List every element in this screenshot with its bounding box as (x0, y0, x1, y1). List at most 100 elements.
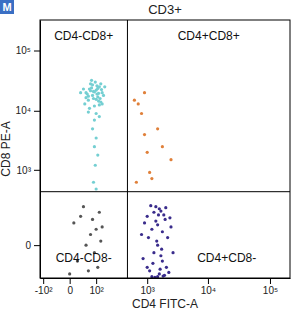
point (96, 87, 99, 90)
point (171, 251, 174, 254)
point (161, 259, 164, 262)
y-axis: 0 10³ 10⁴ 10⁵ (16, 21, 41, 279)
point (93, 90, 96, 93)
x-tick: 10³ (140, 278, 155, 296)
point (100, 88, 103, 91)
point (87, 111, 90, 114)
x-tick-mark (43, 278, 44, 284)
panel-label-box (0, 0, 14, 14)
point (101, 91, 104, 94)
point (98, 211, 101, 214)
point (101, 225, 104, 228)
x-tick-mark (96, 278, 97, 284)
x-tick-label: 10⁵ (263, 285, 278, 296)
point (83, 102, 86, 105)
x-axis-line (41, 278, 291, 279)
x-tick-mark (208, 278, 209, 284)
point (84, 96, 87, 99)
x-tick-label: 10⁴ (201, 285, 216, 296)
y-tick-mark (34, 245, 40, 246)
x-axis-title: CD4 FITC-A (132, 297, 198, 311)
x-tick-mark (147, 278, 148, 284)
point (169, 158, 172, 161)
y-tick-label: 10³ (17, 165, 32, 176)
point (92, 90, 95, 93)
point (154, 219, 157, 222)
point (133, 99, 136, 102)
gate-x (127, 20, 128, 278)
y-tick-mark (34, 51, 40, 52)
quadrant-label: CD4-CD8- (56, 251, 112, 265)
point (72, 221, 75, 224)
point (158, 272, 161, 275)
point (169, 225, 172, 228)
point (94, 164, 97, 167)
x-tick-mark (270, 278, 271, 284)
point (82, 87, 85, 90)
y-tick-label: 10⁴ (16, 105, 31, 116)
point (154, 205, 157, 208)
point (161, 230, 164, 233)
point (79, 215, 82, 218)
quadrant-label: CD4-CD8+ (54, 29, 113, 43)
point (98, 103, 101, 106)
point (94, 80, 97, 83)
point (156, 244, 159, 247)
x-tick-label: 10³ (140, 285, 155, 296)
point (146, 151, 149, 154)
y-tick-mark (34, 111, 40, 112)
point (95, 112, 98, 115)
y-tick-label: 0 (25, 240, 31, 251)
point (161, 145, 164, 148)
point (150, 177, 153, 180)
point (140, 233, 143, 236)
y-tick-label: 10⁵ (16, 45, 31, 56)
x-tick-mark (70, 278, 71, 284)
title: CD3+ (148, 2, 182, 17)
x-tick: -10² (35, 278, 53, 296)
x-tick: 10⁵ (263, 278, 278, 296)
gate-y (40, 191, 290, 192)
y-tick: 0 (25, 240, 40, 251)
x-tick-label: -10² (35, 285, 53, 296)
point (99, 82, 102, 85)
point (95, 187, 98, 190)
point (91, 218, 94, 221)
point (95, 136, 98, 139)
point (150, 228, 153, 231)
point (95, 92, 98, 95)
point (164, 206, 167, 209)
point (79, 91, 82, 94)
point (143, 91, 146, 94)
point (147, 236, 150, 239)
point (135, 181, 138, 184)
point (92, 181, 95, 184)
x-tick-label: 10² (89, 285, 104, 296)
point (102, 94, 105, 97)
x-tick: 10⁴ (201, 278, 216, 296)
point (148, 171, 151, 174)
point (143, 221, 146, 224)
point (103, 85, 106, 88)
y-tick: 10⁵ (16, 45, 40, 56)
point (146, 215, 149, 218)
point (88, 87, 91, 90)
point (96, 266, 99, 269)
point (159, 254, 162, 257)
point (140, 112, 143, 115)
point (99, 239, 102, 242)
point (96, 153, 99, 156)
x-tick: 0 (67, 278, 73, 296)
quadrant-label: CD4+CD8- (197, 251, 256, 265)
point (87, 99, 90, 102)
point (93, 104, 96, 107)
point (91, 94, 94, 97)
point (160, 248, 163, 251)
point (157, 213, 160, 216)
point (68, 272, 71, 275)
point (93, 118, 96, 121)
y-tick: 10³ (17, 165, 40, 176)
point (166, 236, 169, 239)
point (90, 79, 93, 82)
point (162, 213, 165, 216)
